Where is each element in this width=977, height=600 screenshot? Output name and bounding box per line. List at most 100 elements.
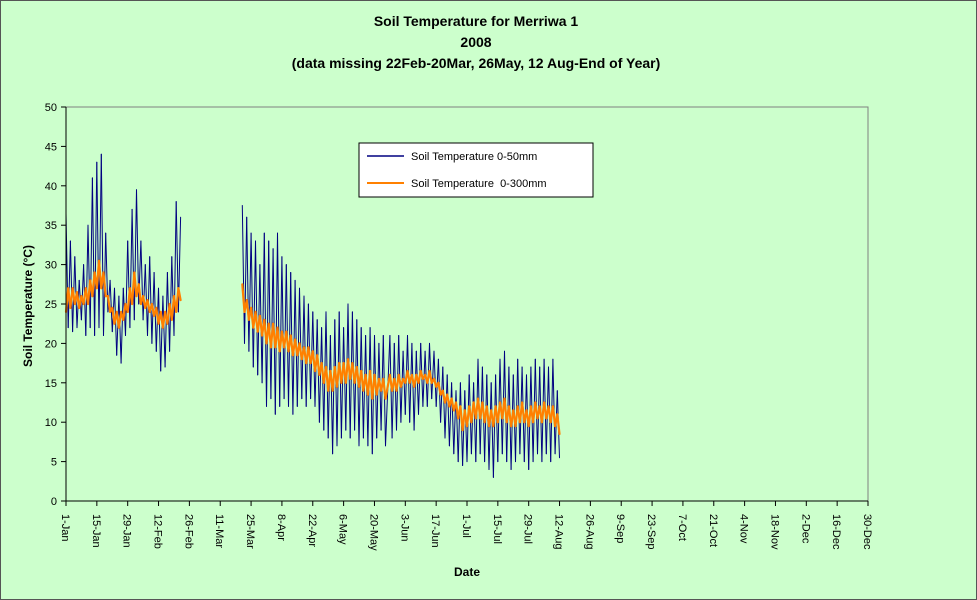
x-tick-label: 1-Jul (460, 514, 472, 538)
series-segment (160, 295, 164, 372)
x-tick-label: 29-Jul (522, 514, 534, 544)
y-tick-label: 35 (45, 220, 57, 232)
x-tick-label: 17-Jun (429, 514, 441, 548)
chart-title: Soil Temperature for Merriwa 1 (374, 13, 579, 29)
series-segment (248, 232, 252, 352)
series-segment (428, 369, 433, 384)
y-tick-label: 40 (45, 181, 57, 193)
x-tick-label: 8-Apr (275, 514, 287, 541)
series-segment (261, 232, 265, 384)
series-segment (80, 264, 85, 321)
x-tick-label: 6-May (337, 514, 349, 545)
y-tick-label: 25 (45, 299, 57, 311)
series-segment (67, 240, 71, 329)
series-segment (431, 350, 435, 400)
chart-note: (data missing 22Feb-20Mar, 26May, 12 Aug… (292, 55, 661, 71)
series-segment (451, 382, 455, 455)
y-tick-label: 20 (45, 338, 57, 350)
series-segment (129, 208, 133, 329)
series-segment (91, 177, 96, 336)
y-tick-label: 30 (45, 260, 57, 272)
x-tick-label: 21-Oct (707, 514, 719, 547)
series-segment (277, 232, 281, 407)
series-segment (125, 240, 129, 336)
x-tick-label: 30-Dec (861, 514, 873, 550)
series-segment (250, 232, 254, 368)
x-axis-title: Date (454, 565, 480, 579)
series-segment (127, 240, 131, 329)
axes-layer: 0 5 10 15 20 25 30 35 40 45 50 1-Jan 15-Jan 29-Jan 12-… (45, 102, 873, 551)
series-segment (133, 189, 137, 321)
x-tick-label: 4-Nov (738, 514, 750, 544)
series-segment (268, 240, 272, 400)
x-tick-label: 20-May (368, 514, 380, 551)
series-segment (252, 240, 256, 368)
legend: Soil Temperature 0-50mm Soil Temperature… (358, 142, 594, 198)
chart-subtitle: 2008 (460, 34, 491, 50)
series-segment (106, 295, 112, 313)
series-segment (158, 287, 162, 372)
series-segment (69, 240, 74, 333)
series-layer (64, 153, 561, 478)
series-segment (444, 374, 448, 439)
x-tick-label: 2-Dec (799, 514, 811, 544)
series-segment (118, 295, 122, 364)
series-segment (140, 240, 144, 321)
series-segment (85, 224, 89, 336)
legend-label-0-50mm: Soil Temperature 0-50mm (411, 151, 537, 163)
x-tick-label: 15-Jul (491, 514, 503, 544)
x-tick-label: 15-Jan (90, 514, 102, 548)
series-segment (473, 382, 477, 463)
series-segment (162, 295, 166, 368)
x-tick-label: 3-Jun (398, 514, 410, 542)
series-segment (281, 256, 285, 400)
legend-box (358, 142, 594, 198)
y-tick-label: 50 (45, 102, 57, 114)
series-segment (448, 382, 453, 447)
series-segment (556, 413, 561, 436)
x-tick-label: 26-Feb (182, 514, 194, 549)
legend-label-0-300mm: Soil Temperature 0-300mm (411, 178, 547, 190)
series-segment (173, 201, 177, 336)
series-segment (177, 287, 182, 302)
series-segment (109, 279, 113, 333)
y-tick-label: 45 (45, 141, 57, 153)
series-segment (384, 373, 391, 400)
series-segment (413, 350, 417, 431)
x-tick-label: 1-Jan (59, 514, 71, 542)
series-segment (87, 224, 91, 329)
series-segment (137, 283, 142, 306)
series-segment (453, 390, 457, 455)
series-segment (100, 153, 104, 336)
series-segment (274, 232, 278, 415)
y-tick-label: 15 (45, 378, 57, 390)
y-tick-label: 10 (45, 417, 57, 429)
series-segment (299, 287, 303, 400)
series-segment (490, 382, 494, 478)
x-tick-label: 9-Sep (614, 514, 626, 543)
x-tick-label: 25-Mar (244, 514, 256, 549)
series-segment (98, 153, 102, 329)
series-segment (131, 208, 135, 321)
series-segment (446, 374, 450, 447)
y-tick-label: 0 (51, 496, 57, 508)
x-tick-label: 18-Nov (769, 514, 781, 550)
x-tick-label: 12-Aug (553, 514, 565, 549)
series-segment (244, 216, 248, 344)
series-0-300mm (64, 259, 561, 436)
x-tick-label: 16-Dec (830, 514, 842, 550)
series-segment (241, 205, 245, 344)
series-segment (246, 216, 250, 352)
x-tick-label: 23-Sep (645, 514, 657, 549)
x-tick-label: 29-Jan (121, 514, 133, 548)
series-segment (457, 382, 461, 463)
x-tick-label: 11-Mar (213, 514, 225, 548)
y-axis-title: Soil Temperature (°C) (21, 245, 35, 367)
x-tick-label: 26-Aug (583, 514, 595, 549)
series-segment (437, 381, 442, 396)
series-segment (149, 256, 153, 344)
y-tick-label: 5 (51, 457, 57, 469)
series-segment (96, 161, 100, 329)
series-segment (142, 264, 146, 321)
